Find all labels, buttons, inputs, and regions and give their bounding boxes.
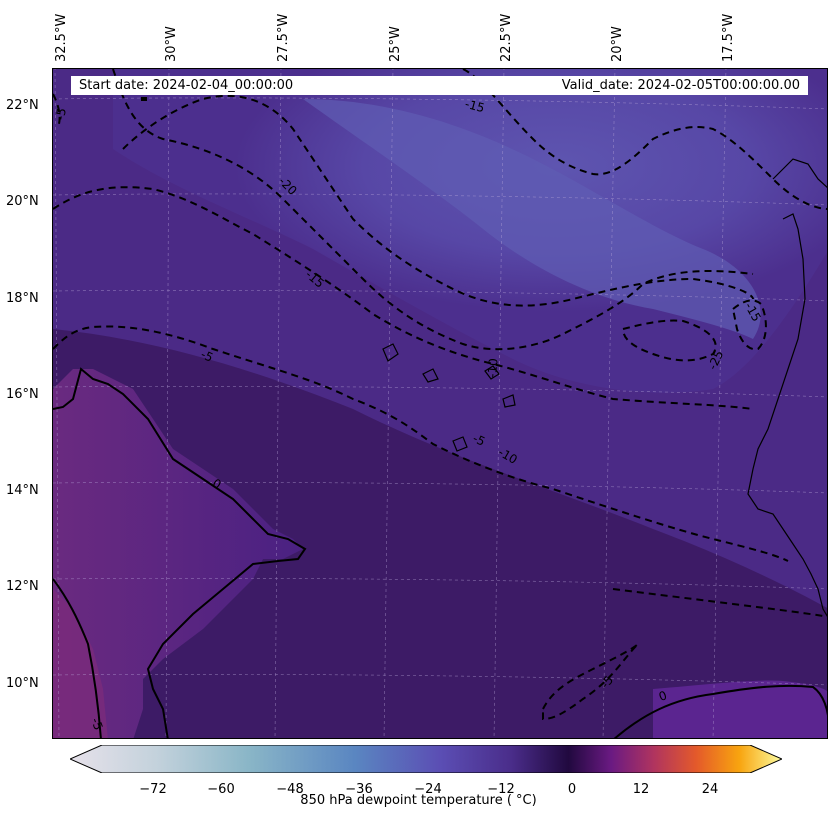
southeast-warm [653, 680, 827, 738]
dry-core [303, 99, 761, 339]
colorbar-tick-minus-36: −36 [345, 782, 373, 797]
contour-minus-5-north [53, 325, 789, 562]
contour-zero-south [613, 684, 827, 738]
west-warm-region [53, 369, 303, 738]
lon-label-20w: 20°W [610, 26, 625, 62]
contour-label-minus-5-nw: -5 [53, 106, 69, 122]
colorbar-tick-12: 12 [632, 782, 650, 797]
contour-minus-10 [53, 186, 754, 410]
lon-label-22-5w: 22.5°W [499, 13, 514, 62]
contour-minus-15-east [462, 69, 827, 210]
lat-label-18n: 18°N [6, 291, 39, 306]
contour-minus-25 [621, 319, 717, 362]
contour-zero-west [53, 367, 307, 738]
africa-coast [747, 213, 827, 617]
contour-minus-5-southeast [612, 588, 827, 618]
lat-label-10n: 10°N [6, 676, 39, 691]
contour-minus-20 [122, 94, 754, 307]
lon-label-17-5w: 17.5°W [721, 13, 736, 62]
start-date-label: Start date: 2024-02-04_00:00:00 [79, 78, 294, 93]
cape-verde-island-4 [452, 436, 468, 452]
cape-verde-island-2 [422, 368, 439, 383]
lon-label-27-5w: 27.5°W [276, 13, 291, 62]
colorbar-tick-0: 0 [567, 782, 577, 797]
dashed-contours [53, 69, 827, 721]
colorbar-tick-minus-72: −72 [139, 782, 167, 797]
cape-verde-island-1 [382, 343, 399, 362]
lon-label-25w: 25°W [388, 26, 403, 62]
zero-contours [53, 367, 827, 738]
colorbar [70, 745, 782, 773]
contour-zero-southwest [53, 578, 102, 738]
cape-verde-island-3 [484, 365, 500, 380]
colorbar-tick-minus-24: −24 [414, 782, 442, 797]
lat-label-22n: 22°N [6, 98, 39, 113]
coastlines [382, 158, 827, 617]
lat-label-16n: 16°N [6, 387, 39, 402]
colorbar-label: 850 hPa dewpoint temperature ( °C) [300, 793, 537, 808]
lat-label-14n: 14°N [6, 483, 39, 498]
lat-label-20n: 20°N [6, 194, 39, 209]
colorbar-tick-24: 24 [701, 782, 719, 797]
valid-date-label: Valid_date: 2024-02-05T00:00:00.00 [561, 78, 800, 93]
lon-label-30w: 30°W [164, 26, 179, 62]
date-info-bar: Start date: 2024-02-04_00:00:00 Valid_da… [71, 76, 808, 95]
canary-coast [772, 158, 827, 188]
contour-label-minus-10-small: -10 [484, 357, 501, 379]
moist-zone [53, 329, 827, 738]
contour-minus-15-small [731, 299, 767, 351]
lon-label-32-5w: 32.5°W [54, 13, 69, 62]
contour-minus-5-west [53, 93, 61, 125]
dewpoint-map [53, 69, 827, 738]
lat-label-12n: 12°N [6, 579, 39, 594]
colorbar-tick-minus-48: −48 [276, 782, 304, 797]
graticule [53, 69, 827, 738]
dry-band [113, 69, 827, 393]
contour-minus-5-south [542, 643, 639, 721]
colorbar-tick-minus-12: −12 [487, 782, 515, 797]
colorbar-tick-minus-60: −60 [207, 782, 235, 797]
southwest-warm [53, 589, 108, 738]
cape-verde-island-5 [502, 394, 516, 408]
colorbar-gradient [70, 745, 782, 773]
island-marker [141, 97, 147, 101]
map-panel[interactable]: -5 -15 -20 -15 -5 -10 -5 -10 -15 -25 0 -… [52, 68, 828, 739]
